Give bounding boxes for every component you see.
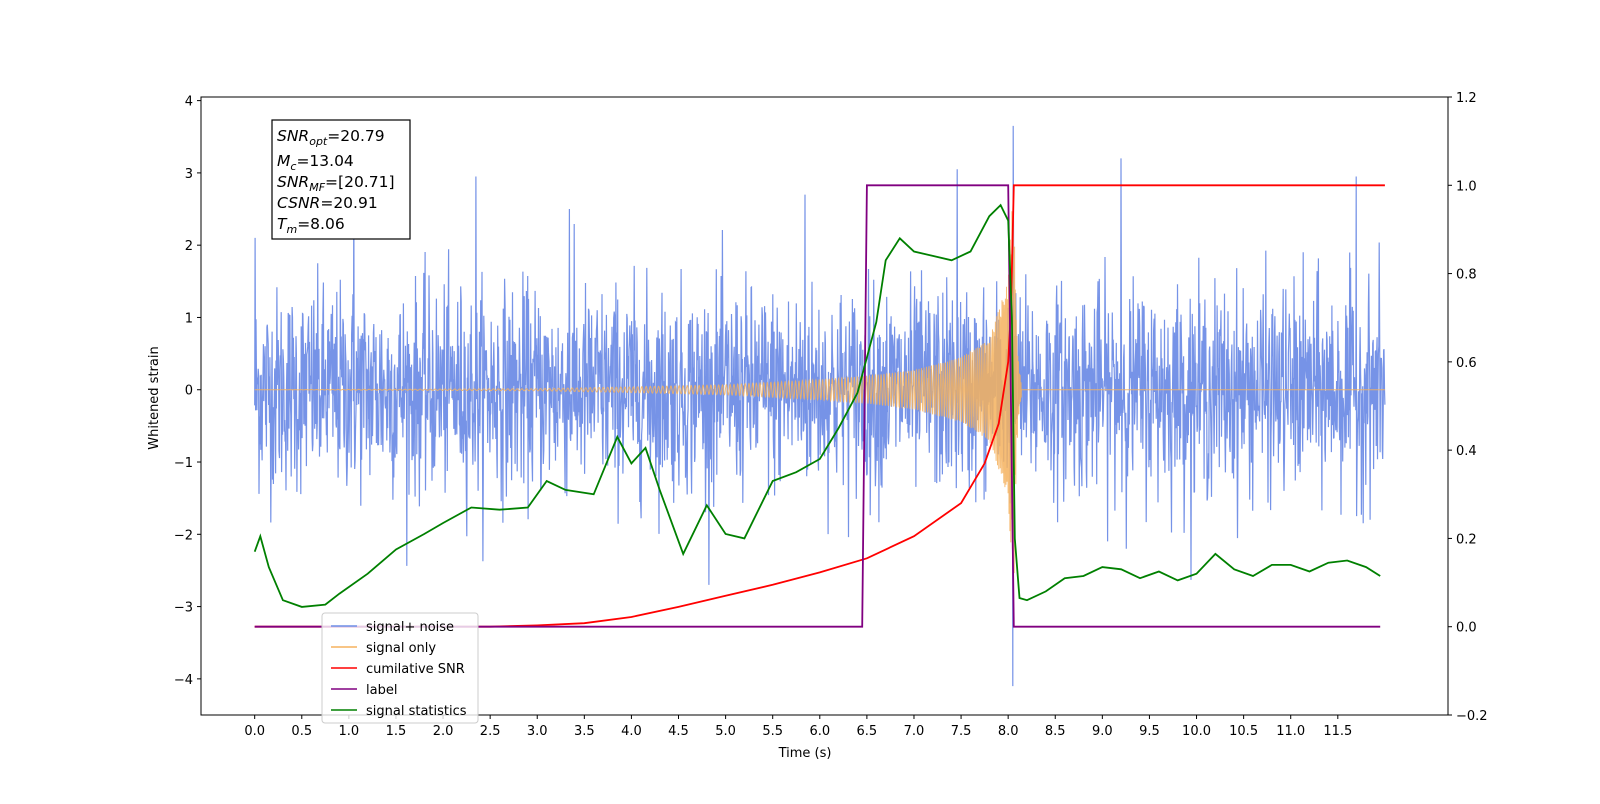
axes-frame (200, 96, 1449, 716)
plot-area (253, 125, 1386, 687)
x-tick-label: 10.0 (1182, 724, 1211, 739)
y-tick-label: 0 (185, 384, 193, 399)
x-tick-label: 0.5 (291, 724, 312, 739)
x-tick-label: 7.5 (951, 724, 972, 739)
series-signal-only (254, 203, 1385, 574)
annotation-csnr: CSNR=20.91 (277, 194, 378, 212)
y2-tick-label: 0.8 (1456, 268, 1477, 283)
x-tick-label: 8.0 (998, 724, 1019, 739)
y-tick-label: −1 (174, 456, 193, 471)
y-tick-label: 2 (185, 239, 193, 254)
y2-tick-label: 1.0 (1456, 179, 1477, 194)
axes: 0.0 0.5 1.0 1.5 2.0 2.5 3.0 3.5 4.0 4.5 5.0 5.5 6.0 6… (174, 91, 1488, 739)
annotation-snr-opt: SNRopt=20.79 (277, 127, 385, 148)
y2-tick-label: −0.2 (1456, 709, 1488, 724)
y-tick-label: 3 (185, 167, 193, 182)
y-tick-label: −4 (174, 673, 193, 688)
x-tick-label: 5.5 (762, 724, 783, 739)
x-tick-label: 1.5 (386, 724, 407, 739)
plot-series-group (253, 125, 1386, 687)
series-signal-noise (254, 125, 1386, 687)
series-signal-statistics (253, 203, 1381, 608)
x-tick-label: 10.5 (1229, 724, 1258, 739)
x-tick-label: 9.0 (1092, 724, 1113, 739)
y2-tick-label: 0.2 (1456, 532, 1477, 547)
series-label (254, 184, 1381, 628)
y-tick-label: −2 (174, 528, 193, 543)
x-tick-label: 2.0 (433, 724, 454, 739)
stats-annotation-box: SNRopt=20.79 Mc=13.04 SNRMF=[20.71] CSNR… (271, 119, 411, 240)
x-tick-label: 7.0 (904, 724, 925, 739)
y2-tick-label: 1.2 (1456, 91, 1477, 106)
annotation-frame (271, 119, 411, 240)
x-tick-label: 9.5 (1139, 724, 1160, 739)
y-axis-label: Whitened strain (147, 346, 162, 449)
x-tick-label: 1.0 (339, 724, 360, 739)
annotation-merger-time: Tm=8.06 (277, 215, 345, 236)
y2-tick-label: 0.0 (1456, 621, 1477, 636)
legend-label-signal-statistics: signal statistics (366, 704, 467, 719)
x-tick-label: 11.5 (1323, 724, 1352, 739)
legend-label-cumulative-snr: cumilative SNR (366, 662, 465, 677)
x-tick-label: 2.5 (480, 724, 501, 739)
legend-label-signal-noise: signal+ noise (366, 620, 454, 635)
annotation-snr-mf: SNRMF=[20.71] (277, 173, 395, 194)
annotation-chirp-mass: Mc=13.04 (277, 152, 354, 173)
x-tick-label: 5.0 (715, 724, 736, 739)
y-tick-label: 4 (185, 95, 193, 110)
legend-label-label: label (366, 683, 397, 698)
y-tick-label: −3 (174, 601, 193, 616)
y2-tick-label: 0.4 (1456, 444, 1477, 459)
series-cumulative-snr (254, 184, 1385, 628)
y2-tick-label: 0.6 (1456, 356, 1477, 371)
x-tick-label: 4.5 (668, 724, 689, 739)
x-tick-label: 4.0 (621, 724, 642, 739)
x-tick-label: 0.0 (244, 724, 265, 739)
y-tick-label: 1 (185, 311, 193, 326)
x-tick-label: 3.0 (527, 724, 548, 739)
x-tick-label: 6.5 (857, 724, 878, 739)
legend-frame (321, 612, 479, 724)
x-tick-label: 6.0 (809, 724, 830, 739)
legend-label-signal-only: signal only (366, 641, 436, 656)
x-tick-label: 3.5 (574, 724, 595, 739)
legend: signal+ noise signal only cumilative SNR… (321, 612, 479, 724)
x-axis-label: Time (s) (778, 746, 832, 761)
x-tick-label: 11.0 (1276, 724, 1305, 739)
x-tick-label: 8.5 (1045, 724, 1066, 739)
